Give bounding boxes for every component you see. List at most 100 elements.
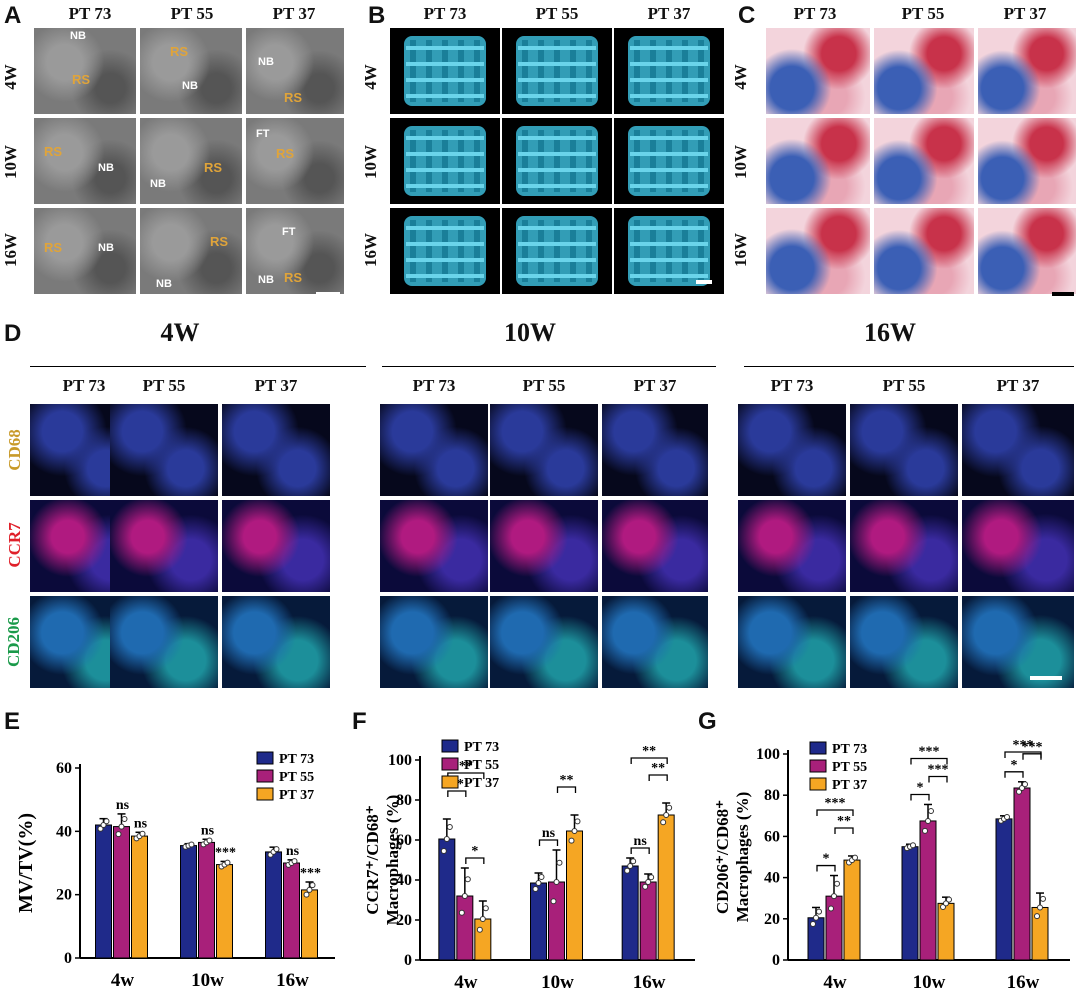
- sem-label-nb: NB: [156, 278, 172, 290]
- bar-pt73-10w: [901, 846, 919, 961]
- data-point: [103, 818, 110, 825]
- if-image-cd206-10w-1: [490, 596, 598, 688]
- sem-label-rs: RS: [284, 90, 303, 105]
- data-point: [922, 827, 928, 834]
- microct-image-16w-0: [390, 208, 500, 294]
- significance-label: ns: [634, 834, 648, 849]
- significance-label: ns: [542, 826, 556, 841]
- panel-label-f: F: [352, 708, 367, 735]
- divider-16w: [744, 366, 1074, 367]
- legend-swatch: [441, 757, 459, 771]
- histology-image-16w-0: [766, 208, 870, 294]
- if-image-ccr7-16w-0: [738, 500, 846, 592]
- significance-label: **: [459, 759, 473, 774]
- significance-bracket: [1004, 751, 1042, 758]
- data-point: [1004, 814, 1010, 821]
- if-col-header-pt73: PT 73: [62, 376, 106, 395]
- data-point: [476, 926, 483, 933]
- data-point: [571, 828, 578, 834]
- data-point: [224, 859, 231, 866]
- y-tick-label: 60: [56, 760, 72, 777]
- significance-label: *: [1011, 758, 1018, 773]
- significance-label: **: [642, 744, 656, 759]
- if-image-cd206-10w-0: [380, 596, 488, 688]
- sem-label-nb: NB: [182, 80, 198, 92]
- significance-label: ***: [300, 866, 321, 881]
- x-tick-label: 16w: [1007, 972, 1040, 993]
- row-label-16w: 16W: [1, 233, 20, 267]
- data-point: [188, 841, 195, 848]
- microct-image-10w-0: [390, 118, 500, 204]
- bar-pt55-10w: [919, 820, 937, 961]
- sem-image-16w-0: RS NB: [34, 208, 136, 294]
- col-header-pt55: PT 55: [170, 4, 214, 23]
- sem-label-rs: RS: [44, 144, 63, 159]
- bar-pt55-4w: [113, 826, 130, 959]
- y-axis-label: MV/TV(%): [15, 813, 37, 913]
- data-point: [1037, 904, 1043, 911]
- bar-pt55-16w: [283, 862, 300, 959]
- row-label-16w: 16W: [731, 233, 750, 267]
- histology-image-10w-1: [874, 118, 974, 204]
- data-point: [943, 900, 949, 907]
- legend-swatch: [256, 751, 274, 765]
- data-point: [550, 898, 557, 905]
- data-point: [535, 880, 542, 886]
- histology-image-10w-0: [766, 118, 870, 204]
- scaffold-render: [404, 216, 486, 286]
- if-image-ccr7-10w-1: [490, 500, 598, 592]
- significance-bracket: [1004, 771, 1024, 778]
- significance-label: ***: [825, 796, 846, 811]
- bar-pt73-4w: [438, 838, 456, 961]
- scale-bar: [696, 280, 712, 284]
- data-point: [443, 836, 450, 842]
- y-tick-label: 40: [764, 870, 780, 887]
- sem-image-4w-0: NB RS: [34, 28, 136, 114]
- sem-label-nb: NB: [98, 162, 114, 174]
- if-col-header-pt37: PT 37: [633, 376, 677, 395]
- significance-bracket: [630, 847, 650, 854]
- if-col-header-pt55: PT 55: [882, 376, 926, 395]
- scaffold-render: [628, 216, 710, 286]
- bar-pt55-4w: [456, 895, 474, 961]
- bar-pt37-4w: [131, 835, 148, 959]
- significance-bracket: [910, 757, 948, 765]
- significance-label: ***: [215, 845, 236, 860]
- panel-label-b: B: [368, 2, 386, 29]
- histology-image-4w-1: [874, 28, 974, 114]
- microct-image-4w-2: [614, 28, 724, 114]
- significance-label: ns: [286, 844, 300, 859]
- legend-label: PT 37: [279, 788, 314, 803]
- row-label-10w: 10W: [1, 145, 20, 179]
- sem-image-4w-1: RS NB: [140, 28, 242, 114]
- data-point: [660, 819, 667, 826]
- microct-image-4w-0: [390, 28, 500, 114]
- y-tick-label: 20: [764, 911, 780, 928]
- significance-bracket: [538, 839, 559, 846]
- data-point: [306, 886, 313, 893]
- data-point: [461, 893, 468, 899]
- data-point: [464, 876, 471, 883]
- y-axis-label: CCR7⁺/CD68⁺: [363, 805, 382, 915]
- sem-image-10w-2: FT RS: [246, 118, 344, 204]
- row-label-10w: 10W: [361, 145, 380, 179]
- bar-pt73-10w: [180, 845, 197, 959]
- y-axis-label: Macrophages (%): [733, 792, 752, 922]
- marker-label-cd206: CD206: [4, 616, 23, 668]
- x-tick-label: 10w: [541, 972, 574, 993]
- sem-image-10w-1: NB RS: [140, 118, 242, 204]
- if-image-ccr7-16w-2: [962, 500, 1074, 592]
- data-point: [624, 867, 631, 874]
- y-tick-label: 40: [56, 823, 72, 840]
- data-point: [291, 858, 298, 865]
- data-point: [645, 879, 652, 885]
- group-header-16w: 16W: [864, 318, 916, 347]
- row-label-4w: 4W: [361, 64, 380, 90]
- significance-bracket: [630, 757, 668, 764]
- sem-label-rs: RS: [284, 270, 303, 285]
- histology-image-16w-1: [874, 208, 974, 294]
- row-label-16w: 16W: [361, 233, 380, 267]
- significance-label: ***: [1013, 738, 1034, 753]
- legend-label: PT 73: [464, 740, 499, 755]
- legend-swatch: [256, 787, 274, 801]
